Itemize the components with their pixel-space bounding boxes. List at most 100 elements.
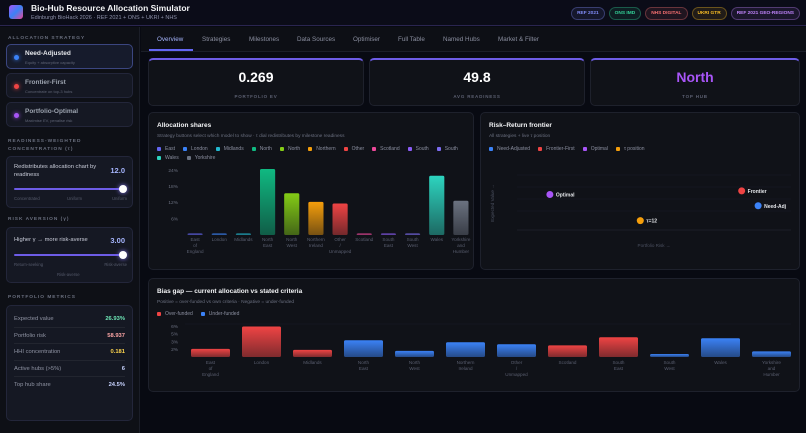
bias-bar-london[interactable] — [242, 326, 281, 357]
bias-bar-other-unmapped[interactable] — [497, 344, 536, 357]
legend-label: Wales — [165, 155, 179, 161]
metric-row: Expected value 26.93% — [14, 311, 125, 328]
bar-north-east[interactable] — [260, 169, 276, 235]
bar-yorkshire-and-humber[interactable] — [453, 200, 469, 235]
strategy-desc: Equity + absorptive capacity — [25, 60, 75, 65]
strategy-button-portfolio-optimal[interactable]: Portfolio-Optimal Maximise EV, penalise r… — [6, 102, 133, 127]
legend-swatch — [372, 146, 377, 151]
bias-bar-northern-ireland[interactable] — [446, 342, 485, 357]
point-label: Need-Adj — [764, 204, 787, 210]
legend-item: North — [279, 146, 300, 152]
scatter-point[interactable] — [636, 217, 644, 225]
tab-strategies[interactable]: Strategies — [202, 36, 231, 43]
tab-milestones[interactable]: Milestones — [249, 36, 280, 43]
legend-item: Under-funded — [200, 311, 240, 317]
bar-northern-ireland[interactable] — [308, 201, 324, 235]
metric-row: Portfolio risk 58.937 — [14, 328, 125, 344]
legend-swatch — [215, 146, 220, 151]
legend-label: Other — [351, 146, 365, 152]
x-tick-label: East — [206, 360, 216, 365]
tab-named-hubs[interactable]: Named Hubs — [443, 36, 480, 43]
bias-bar-east-of-england[interactable] — [191, 348, 230, 357]
bias-bar-scotland[interactable] — [548, 345, 587, 357]
scatter-point[interactable] — [754, 202, 762, 210]
bias-bar-midlands[interactable] — [293, 349, 332, 357]
kpi-card: 49.8 AVG READINESS — [369, 58, 585, 106]
tick-label: Return-seeking — [14, 262, 44, 267]
tab-overview[interactable]: Overview — [157, 36, 184, 43]
source-badge: ONS IMD — [608, 7, 642, 20]
chart-title: Allocation shares — [157, 122, 212, 129]
x-tick-label: West — [664, 366, 675, 371]
tab-full-table[interactable]: Full Table — [398, 36, 425, 43]
tau-slider[interactable] — [14, 185, 127, 193]
sidebar: ALLOCATION STRATEGY Need-Adjusted Equity … — [0, 27, 140, 433]
bar-wales[interactable] — [429, 175, 445, 235]
scatter-point[interactable] — [738, 187, 746, 195]
portfolio-metrics: Expected value 26.93% Portfolio risk 58.937… — [6, 305, 133, 421]
legend-swatch — [582, 146, 587, 151]
bar-scotland[interactable] — [356, 233, 372, 236]
x-tick-label: Humber — [763, 372, 780, 377]
legend-label: Over-funded — [165, 311, 193, 317]
chart-subtitle: Positive = over-funded vs own criteria ·… — [157, 300, 295, 305]
section-title: PORTFOLIO METRICS — [8, 295, 76, 300]
legend-swatch — [436, 146, 441, 151]
x-tick-label: / — [516, 366, 518, 371]
bias-bar-south-west[interactable] — [650, 353, 689, 357]
scatter-point[interactable] — [546, 191, 554, 198]
bias-gap-card: Bias gap — current allocation vs stated … — [148, 278, 800, 392]
bias-bar-south-east[interactable] — [599, 337, 638, 357]
bar-midlands[interactable] — [235, 233, 251, 236]
y-tick-label: 6% — [171, 324, 179, 330]
x-tick-label: North — [358, 360, 370, 365]
bar-other-unmapped[interactable] — [332, 203, 348, 236]
legend-swatch — [183, 146, 188, 151]
legend-swatch — [279, 146, 284, 151]
x-tick-label: and — [768, 366, 776, 371]
strategy-button-frontier-first[interactable]: Frontier-First Concentrate on top-3 hubs — [6, 73, 133, 98]
bias-bar-north-west[interactable] — [395, 350, 434, 357]
legend-item: East — [157, 146, 175, 152]
bar-south-west[interactable] — [405, 233, 421, 236]
legend-swatch — [157, 311, 161, 316]
bar-south-east[interactable] — [380, 233, 396, 236]
x-tick-label: East — [384, 243, 394, 248]
slider-handle[interactable] — [119, 185, 127, 193]
bias-bar-wales[interactable] — [701, 338, 740, 357]
bar-north-west[interactable] — [284, 193, 300, 235]
bias-bar-north-east[interactable] — [344, 340, 383, 357]
tab-optimiser[interactable]: Optimiser — [353, 36, 380, 43]
gamma-state: Risk-averse — [57, 272, 80, 277]
legend-label: South — [415, 146, 429, 152]
slider-handle[interactable] — [119, 251, 127, 259]
legend-label: North — [259, 146, 272, 152]
legend-label: Yorkshire — [194, 155, 216, 161]
x-tick-label: North — [409, 360, 421, 365]
tau-value: 12.0 — [110, 166, 125, 175]
x-tick-label: West — [409, 366, 420, 371]
metric-row: Top hub share 24.5% — [14, 377, 125, 394]
x-tick-label: Other — [511, 360, 523, 365]
bar-london[interactable] — [211, 233, 227, 236]
gamma-slider[interactable] — [14, 251, 127, 259]
gamma-label: Higher γ → more risk-averse — [14, 237, 88, 243]
source-badges: REF 2021 ONS IMD NHS DIGITAL UKRI GTR REF 20… — [571, 7, 800, 20]
x-tick-label: of — [193, 243, 198, 248]
x-tick-label: Unmapped — [505, 372, 528, 377]
x-tick-label: South — [382, 237, 394, 242]
tab-market-filter[interactable]: Market & Filter — [498, 36, 539, 43]
tab-data-sources[interactable]: Data Sources — [297, 36, 336, 43]
x-tick-label: Northern — [457, 360, 475, 365]
legend-item: Optimal — [582, 146, 608, 152]
bias-bar-yorkshire-and-humber[interactable] — [752, 351, 791, 357]
strategy-button-need-adjusted[interactable]: Need-Adjusted Equity + absorptive capacit… — [6, 44, 133, 69]
x-tick-label: Yorkshire — [451, 237, 470, 242]
legend-swatch — [615, 146, 620, 151]
risk-return-card: Risk–Return frontier All strategies + li… — [480, 112, 800, 270]
bar-east-of-england[interactable] — [187, 233, 203, 236]
x-axis-label: Portfolio Risk → — [638, 243, 671, 248]
x-tick-label: Unmapped — [329, 249, 352, 254]
legend-label: Under-funded — [208, 311, 240, 317]
kpi-card: 0.269 PORTFOLIO EV — [148, 58, 364, 106]
